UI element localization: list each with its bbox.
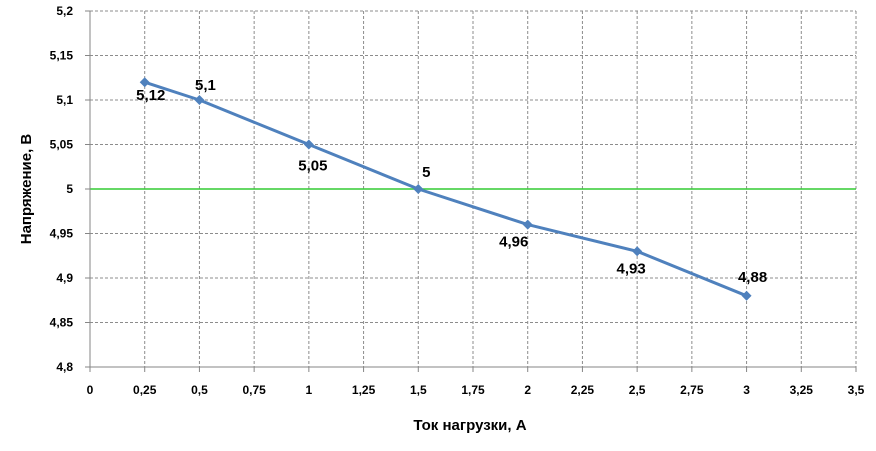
x-tick-label: 2,25 [571, 383, 595, 397]
x-tick-label: 2,75 [680, 383, 704, 397]
y-tick-label: 5 [66, 182, 73, 196]
y-tick-label: 5,15 [50, 49, 74, 63]
data-point-marker [139, 77, 150, 88]
x-tick-label: 0,25 [133, 383, 157, 397]
y-tick-label: 5,2 [56, 4, 73, 18]
x-tick-label: 3,5 [848, 383, 865, 397]
x-tick-label: 1,5 [410, 383, 427, 397]
data-point-marker [413, 184, 424, 194]
y-axis-title: Напряжение, В [18, 134, 35, 245]
data-label: 5 [422, 164, 430, 181]
data-point-marker [303, 139, 314, 150]
data-label: 4,88 [738, 269, 767, 286]
data-point-marker [632, 246, 643, 257]
data-point-marker [522, 219, 533, 230]
data-label: 5,12 [136, 87, 165, 104]
y-tick-label: 4,85 [50, 316, 74, 330]
series-layer [139, 77, 752, 301]
data-label: 4,96 [499, 234, 528, 251]
x-tick-label: 2 [524, 383, 531, 397]
x-tick-label: 1,75 [461, 383, 485, 397]
data-label: 5,1 [195, 77, 216, 94]
y-tick-label: 4,8 [56, 360, 73, 374]
x-axis-title: Ток нагрузки, А [413, 417, 526, 434]
x-tick-label: 3 [743, 383, 750, 397]
x-tick-label: 1,25 [352, 383, 376, 397]
x-tick-label: 3,25 [790, 383, 814, 397]
x-tick-label: 0,75 [242, 383, 266, 397]
data-point-marker [194, 95, 205, 105]
data-label: 4,93 [617, 260, 646, 277]
data-label-layer: 5,12 5,1 5,05 5 4,96 4,93 4,88 [136, 77, 767, 286]
y-tick-label: 4,9 [56, 271, 73, 285]
x-tick-label: 0 [87, 383, 94, 397]
y-tick-label: 5,05 [50, 138, 74, 152]
x-tick-label: 2,5 [629, 383, 646, 397]
y-tick-label: 5,1 [56, 93, 73, 107]
axis-layer: 0 0,25 0,5 0,75 1 1,25 1,5 1,75 2 2,25 2,5 2,75 3 3,2… [50, 4, 865, 397]
x-tick-label: 0,5 [191, 383, 208, 397]
data-point-marker [741, 290, 752, 301]
x-tick-label: 1 [306, 383, 313, 397]
data-label: 5,05 [298, 158, 327, 175]
y-tick-label: 4,95 [50, 227, 74, 241]
